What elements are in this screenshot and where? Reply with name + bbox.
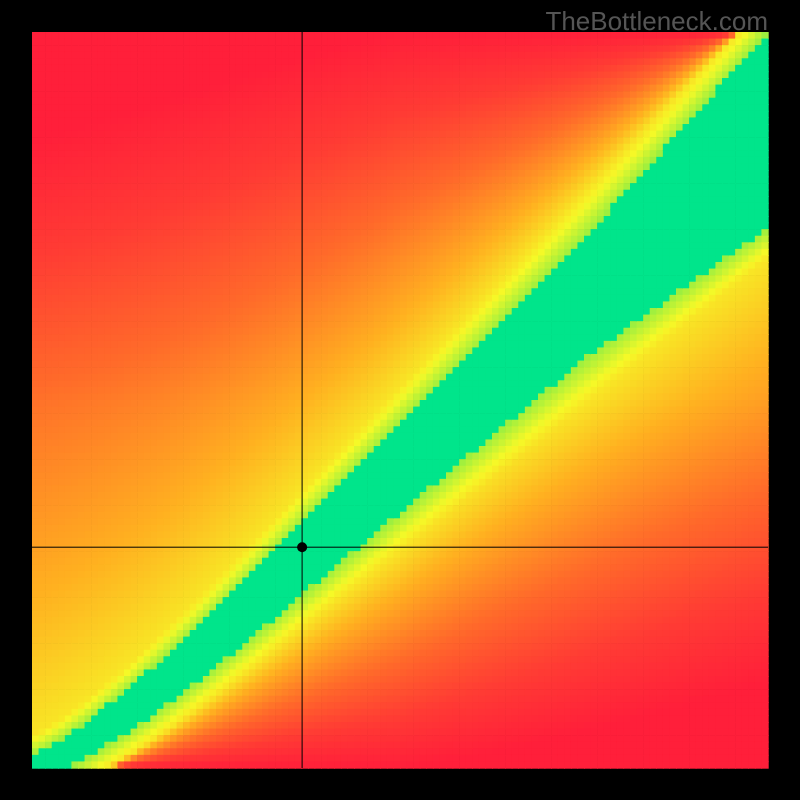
watermark-text: TheBottleneck.com: [545, 6, 768, 37]
bottleneck-heatmap: [0, 0, 800, 800]
chart-container: TheBottleneck.com: [0, 0, 800, 800]
